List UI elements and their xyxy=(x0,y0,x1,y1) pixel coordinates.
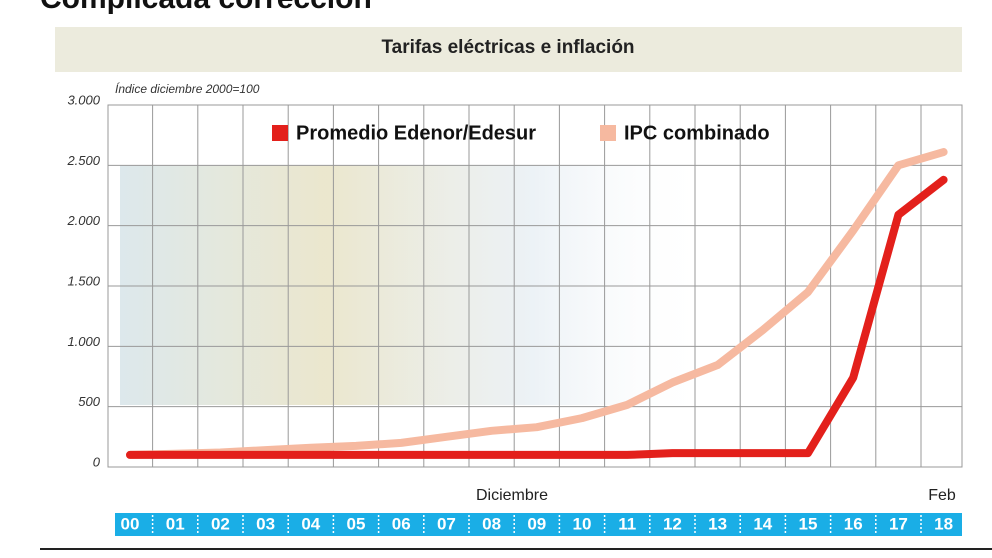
x-tick-label: 01 xyxy=(166,514,185,533)
x-tick-label: 16 xyxy=(844,514,863,533)
y-tick-label: 0 xyxy=(93,454,101,469)
y-tick-label: 1.500 xyxy=(67,273,100,288)
series-line xyxy=(126,175,948,459)
legend-swatch xyxy=(600,125,616,141)
annotation: Diciembre xyxy=(476,487,548,504)
y-tick-label: 500 xyxy=(78,394,100,409)
legend-swatch xyxy=(272,125,288,141)
y-axis-label: Índice diciembre 2000=100 xyxy=(115,81,260,96)
y-tick-label: 2.000 xyxy=(66,213,100,228)
x-tick-label: 05 xyxy=(347,514,366,533)
x-tick-label: 18 xyxy=(934,514,953,533)
heading: Complicada corrección xyxy=(40,0,372,15)
y-tick-label: 1.000 xyxy=(67,334,100,349)
x-tick-label: 04 xyxy=(301,514,320,533)
x-tick-label: 13 xyxy=(708,514,727,533)
y-tick-label: 3.000 xyxy=(67,92,100,107)
x-tick-label: 14 xyxy=(753,514,772,533)
category-band xyxy=(115,513,962,536)
x-tick-label: 15 xyxy=(799,514,818,533)
legend-label: Promedio Edenor/Edesur xyxy=(296,122,536,144)
x-tick-label: 17 xyxy=(889,514,908,533)
background-photo xyxy=(120,165,710,405)
x-tick-label: 10 xyxy=(573,514,592,533)
x-tick-label: 02 xyxy=(211,514,230,533)
x-tick-label: 08 xyxy=(482,514,501,533)
x-tick-label: 07 xyxy=(437,514,456,533)
x-tick-label: 09 xyxy=(527,514,546,533)
x-tick-label: 03 xyxy=(256,514,275,533)
x-tick-label: 00 xyxy=(121,514,140,533)
title-band xyxy=(55,27,962,72)
series-line xyxy=(126,148,948,459)
legend-label: IPC combinado xyxy=(624,122,770,144)
x-tick-label: 12 xyxy=(663,514,682,533)
y-tick-label: 2.500 xyxy=(66,153,100,168)
x-tick-label: 06 xyxy=(392,514,411,533)
x-tick-label: 11 xyxy=(618,514,636,533)
chart-title: Tarifas eléctricas e inflación xyxy=(381,37,634,58)
annotation: Feb xyxy=(928,487,956,504)
